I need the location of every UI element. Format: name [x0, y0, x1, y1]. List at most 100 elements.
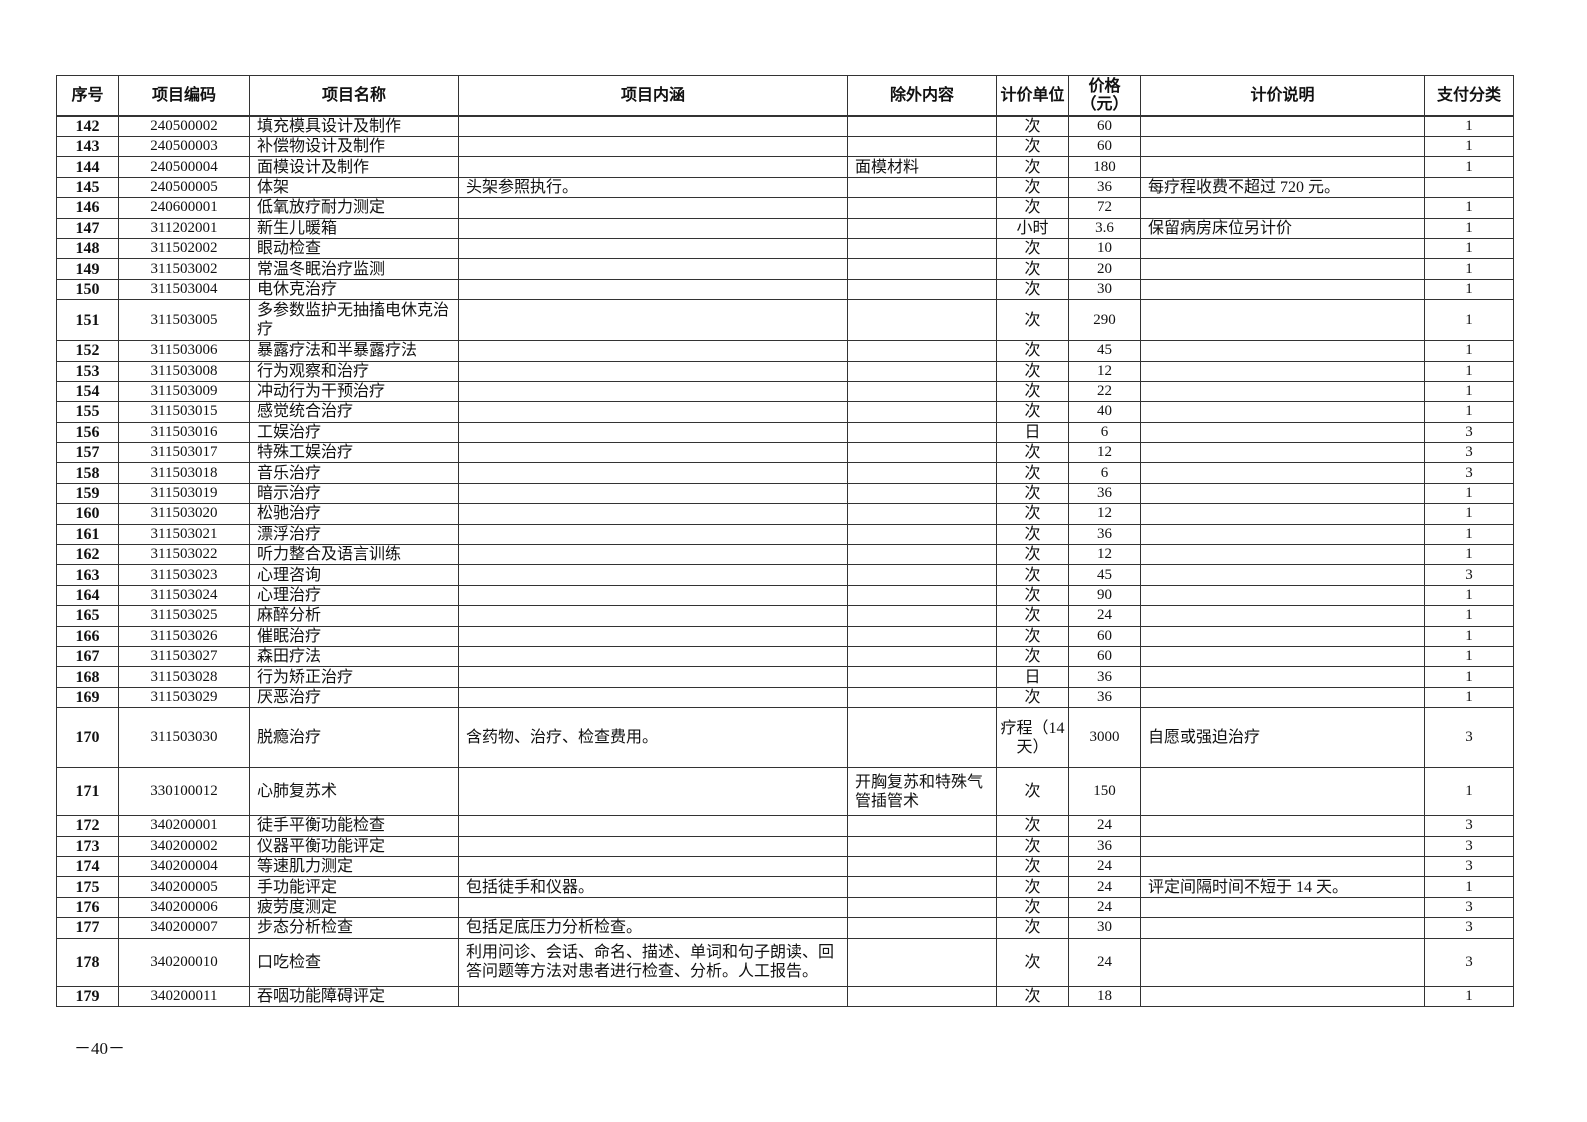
table-row: 162 311503022 听力整合及语言训练 次 12 1: [56, 544, 1514, 566]
cell-payment-category: 1: [1424, 666, 1514, 688]
header-seq: 序号: [56, 75, 119, 117]
cell-price: 24: [1068, 876, 1141, 898]
header-row: 序号 项目编码 项目名称 项目内涵 除外内容 计价单位 价格（元） 计价说明 支…: [56, 75, 1514, 117]
cell-content: 利用问诊、会话、命名、描述、单词和句子朗读、回答问题等方法对患者进行检查、分析。…: [458, 937, 848, 987]
cell-name: 疲劳度测定: [249, 896, 459, 919]
cell-payment-category: 1: [1424, 523, 1514, 546]
cell-content: [458, 584, 848, 607]
cell-exclusions: [847, 917, 997, 939]
cell-pricing-notes: [1140, 482, 1425, 505]
cell-pricing-notes: [1140, 896, 1425, 919]
cell-price: 40: [1068, 401, 1141, 423]
cell-unit: 次: [996, 917, 1069, 939]
cell-exclusions: [847, 237, 997, 260]
cell-payment-category: 1: [1424, 985, 1514, 1007]
cell-unit: 次: [996, 462, 1069, 484]
cell-price: 36: [1068, 666, 1141, 688]
cell-name: 心理治疗: [249, 584, 459, 607]
cell-exclusions: [847, 482, 997, 505]
cell-name: 特殊工娱治疗: [249, 442, 459, 464]
cell-code: 240600001: [118, 197, 250, 219]
cell-exclusions: [847, 855, 997, 878]
header-unit: 计价单位: [996, 75, 1069, 117]
cell-content: [458, 985, 848, 1007]
cell-code: 311502002: [118, 237, 250, 260]
table-row: 161 311503021 漂浮治疗 次 36 1: [56, 523, 1514, 546]
cell-pricing-notes: [1140, 360, 1425, 382]
cell-price: 60: [1068, 115, 1141, 137]
cell-content: [458, 503, 848, 525]
table-row: 149 311503002 常温冬眠治疗监测 次 20 1: [56, 258, 1514, 280]
cell-code: 311503029: [118, 686, 250, 709]
page-number: －40－: [74, 1039, 125, 1058]
cell-content: [458, 605, 848, 627]
cell-exclusions: 面模材料: [847, 156, 997, 178]
cell-unit: 次: [996, 197, 1069, 219]
table-row: 157 311503017 特殊工娱治疗 次 12 3: [56, 442, 1514, 464]
cell-unit: 次: [996, 896, 1069, 919]
cell-pricing-notes: [1140, 835, 1425, 857]
cell-exclusions: [847, 503, 997, 525]
cell-seq: 145: [56, 176, 119, 199]
cell-name: 低氧放疗耐力测定: [249, 197, 459, 219]
table-row: 158 311503018 音乐治疗 次 6 3: [56, 462, 1514, 484]
cell-name: 口吃检查: [249, 937, 459, 987]
header-content: 项目内涵: [458, 75, 848, 117]
table-row: 143 240500003 补偿物设计及制作 次 60 1: [56, 135, 1514, 158]
cell-seq: 147: [56, 217, 119, 239]
cell-code: 311503017: [118, 442, 250, 464]
cell-payment-category: 1: [1424, 767, 1514, 817]
cell-pricing-notes: [1140, 855, 1425, 878]
cell-exclusions: [847, 299, 997, 342]
table-row: 145 240500005 体架 头架参照执行。 次 36 每疗程收费不超过 720 元。: [56, 176, 1514, 199]
cell-code: 240500002: [118, 115, 250, 137]
cell-name: 步态分析检查: [249, 917, 459, 939]
cell-seq: 162: [56, 544, 119, 566]
table-row: 171 330100012 心肺复苏术 开胸复苏和特殊气管插管术次 150 1: [56, 767, 1514, 817]
cell-payment-category: 1: [1424, 605, 1514, 627]
cell-name: 电休克治疗: [249, 278, 459, 301]
cell-exclusions: [847, 217, 997, 239]
cell-price: 3.6: [1068, 217, 1141, 239]
cell-payment-category: 1: [1424, 299, 1514, 342]
cell-seq: 173: [56, 835, 119, 857]
cell-price: 10: [1068, 237, 1141, 260]
cell-pricing-notes: [1140, 156, 1425, 178]
cell-unit: 次: [996, 876, 1069, 898]
cell-code: 311503026: [118, 625, 250, 647]
cell-exclusions: [847, 462, 997, 484]
table-row: 156 311503016 工娱治疗 日 6 3: [56, 421, 1514, 444]
cell-unit: 小时: [996, 217, 1069, 239]
header-price: 价格（元）: [1068, 75, 1141, 117]
cell-seq: 164: [56, 584, 119, 607]
table-row: 153 311503008 行为观察和治疗 次 12 1: [56, 360, 1514, 382]
cell-payment-category: 1: [1424, 197, 1514, 219]
cell-name: 暗示治疗: [249, 482, 459, 505]
cell-unit: 次: [996, 258, 1069, 280]
cell-seq: 161: [56, 523, 119, 546]
cell-pricing-notes: [1140, 815, 1425, 837]
cell-price: 12: [1068, 503, 1141, 525]
cell-seq: 149: [56, 258, 119, 280]
cell-name: 面模设计及制作: [249, 156, 459, 178]
cell-unit: 次: [996, 135, 1069, 158]
table-row: 165 311503025 麻醉分析 次 24 1: [56, 605, 1514, 627]
cell-content: [458, 835, 848, 857]
cell-price: 12: [1068, 442, 1141, 464]
cell-pricing-notes: [1140, 523, 1425, 546]
cell-price: 22: [1068, 380, 1141, 403]
table-row: 174 340200004 等速肌力测定 次 24 3: [56, 855, 1514, 878]
table-row: 170 311503030 脱瘾治疗 含药物、治疗、检查费用。 疗程（14天） 3000 自…: [56, 707, 1514, 769]
cell-seq: 163: [56, 564, 119, 586]
cell-payment-category: 3: [1424, 421, 1514, 444]
cell-unit: 次: [996, 176, 1069, 199]
table-row: 175 340200005 手功能评定 包括徒手和仪器。 次 24 评定间隔时间不短于 14…: [56, 876, 1514, 898]
cell-content: [458, 645, 848, 668]
cell-pricing-notes: [1140, 625, 1425, 647]
cell-payment-category: 1: [1424, 876, 1514, 898]
cell-exclusions: [847, 544, 997, 566]
cell-exclusions: [847, 645, 997, 668]
cell-name: 漂浮治疗: [249, 523, 459, 546]
cell-seq: 146: [56, 197, 119, 219]
cell-unit: 次: [996, 937, 1069, 987]
